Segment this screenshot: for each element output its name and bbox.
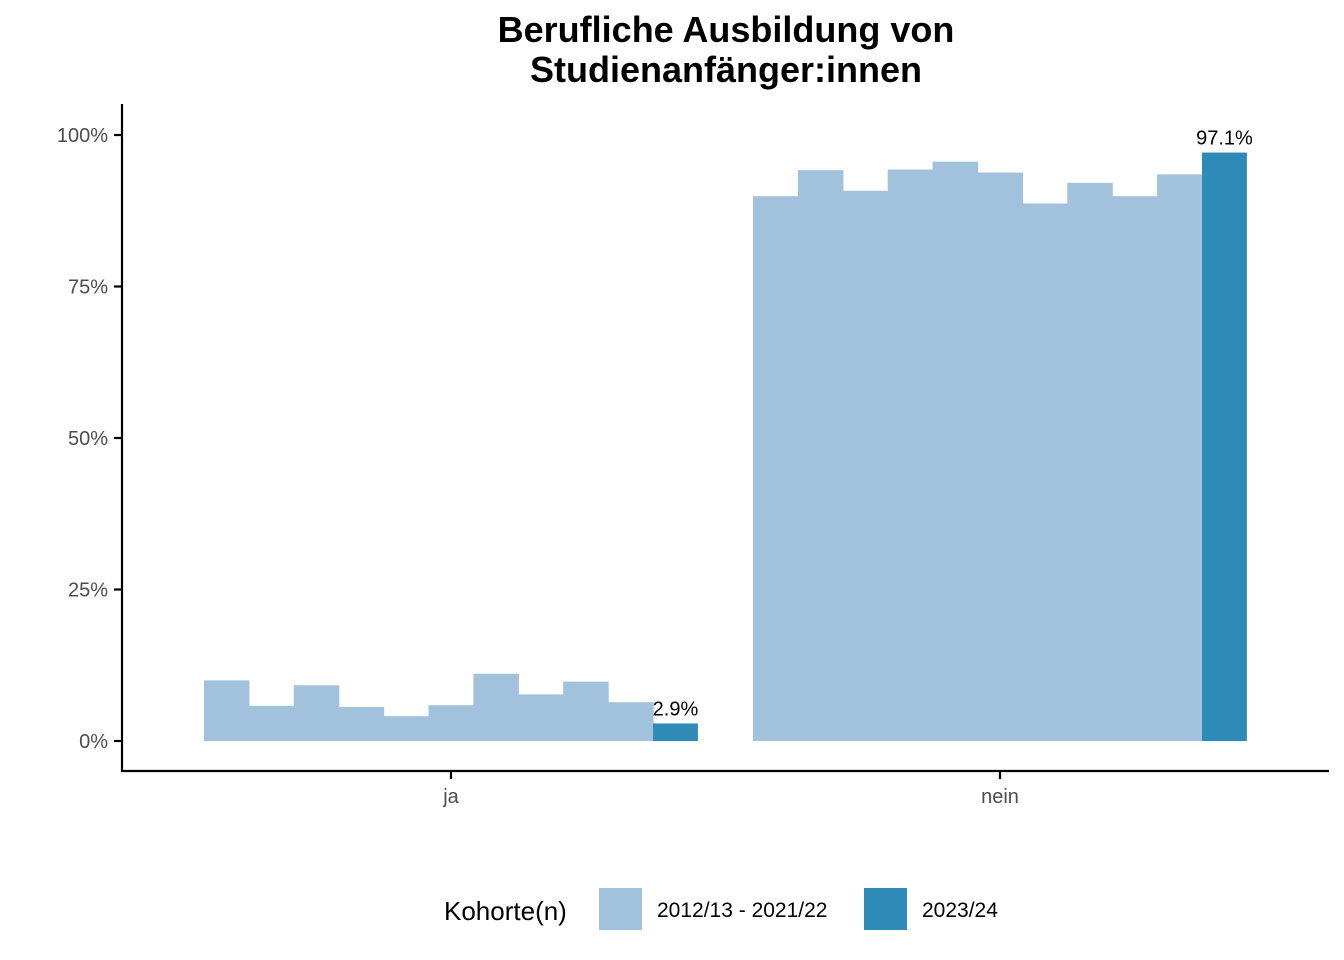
bar-historic-nein-8 <box>1067 182 1113 741</box>
y-tick-label: 75% <box>68 277 108 299</box>
bar-historic-ja-7 <box>473 673 519 741</box>
bar-historic-ja-3 <box>293 685 340 741</box>
bar-historic-ja-1 <box>204 680 250 741</box>
x-tick-label-ja: ja <box>442 786 459 808</box>
bar-historic-ja-4 <box>338 707 385 741</box>
bar-historic-nein-9 <box>1112 196 1158 741</box>
x-tick-label-nein: nein <box>981 786 1019 808</box>
bar-historic-ja-6 <box>428 705 474 741</box>
bar-current-ja <box>653 723 698 741</box>
y-tick-label: 0% <box>79 731 108 753</box>
bar-historic-ja-5 <box>383 716 430 741</box>
legend-swatch-historic <box>599 888 642 930</box>
value-label-current-nein: 97.1% <box>1196 128 1253 150</box>
legend-label-historic: 2012/13 - 2021/22 <box>657 899 827 922</box>
legend-title: Kohorte(n) <box>444 896 567 926</box>
legend: Kohorte(n) 2012/13 - 2021/22 2023/24 <box>444 888 998 930</box>
bar-historic-nein-2 <box>797 170 844 741</box>
y-tick-label: 100% <box>57 125 108 147</box>
chart-title-line-1: Berufliche Ausbildung von <box>498 9 955 50</box>
y-tick-label: 25% <box>68 580 108 602</box>
bar-historic-nein-7 <box>1022 203 1068 742</box>
bars-layer <box>204 152 1247 742</box>
value-label-current-ja: 2.9% <box>653 698 699 720</box>
bar-historic-nein-1 <box>753 196 799 741</box>
legend-swatch-current <box>864 888 907 930</box>
y-tick-label: 50% <box>68 428 108 450</box>
bar-historic-ja-10 <box>608 702 654 741</box>
value-labels-layer: 2.9% 97.1% <box>653 128 1253 721</box>
bar-historic-ja-9 <box>563 681 609 741</box>
bar-historic-nein-3 <box>842 190 889 741</box>
y-axis-ticks: 0% 25% 50% 75% 100% <box>57 125 122 753</box>
bar-current-nein <box>1202 152 1247 741</box>
x-axis-ticks: ja nein <box>442 771 1019 808</box>
bar-historic-ja-8 <box>518 694 564 741</box>
bar-historic-nein-6 <box>977 172 1023 741</box>
bar-historic-nein-5 <box>932 161 979 741</box>
bar-historic-nein-4 <box>887 169 934 742</box>
bar-historic-ja-2 <box>248 705 295 741</box>
chart-title-line-2: Studienanfänger:innen <box>530 49 922 90</box>
legend-label-current: 2023/24 <box>922 899 998 922</box>
bar-historic-nein-10 <box>1157 174 1203 741</box>
